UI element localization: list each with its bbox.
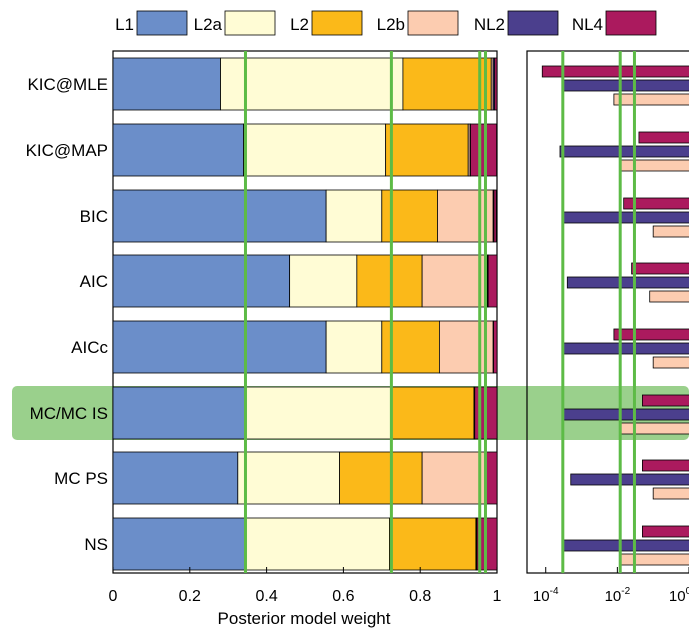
bar-segment-mc-ps-l1 — [113, 452, 238, 504]
right-bar-mc-mc-is-l2b — [620, 423, 689, 434]
bar-segment-kic-map-l2 — [386, 124, 469, 176]
bar-segment-mc-ps-l2b — [422, 452, 485, 504]
legend-label-l2a: L2a — [194, 15, 223, 34]
bar-segment-kic-map-l2a — [244, 124, 386, 176]
bar-segment-aic-nl4 — [488, 255, 497, 307]
bar-segment-kic-mle-l2a — [221, 58, 403, 110]
bar-segment-mc-mc-is-l2a — [245, 387, 391, 439]
category-label: MC PS — [54, 469, 108, 488]
right-bar-aic-nl2 — [567, 277, 689, 288]
bar-segment-kic-map-nl4 — [471, 124, 497, 176]
x-tick-label: 0 — [109, 588, 118, 605]
legend-label-l2b: L2b — [377, 15, 405, 34]
right-bar-kic-map-l2b — [620, 160, 689, 171]
right-bar-aic-l2b — [650, 291, 689, 302]
bar-segment-aicc-l2a — [326, 321, 382, 373]
bar-segment-mc-ps-l2a — [238, 452, 340, 504]
right-tick-label: 10-4 — [533, 586, 559, 605]
category-label: BIC — [80, 207, 108, 226]
x-tick-label: 0.4 — [255, 588, 277, 605]
bar-segment-bic-nl4 — [494, 190, 496, 242]
x-tick-label: 0.2 — [179, 588, 201, 605]
bar-segment-aicc-nl4 — [494, 321, 497, 373]
right-bar-mc-mc-is-nl4 — [642, 395, 689, 406]
x-tick-label: 0.8 — [409, 588, 431, 605]
bar-segment-aic-l2 — [357, 255, 422, 307]
legend: L1 L2a L2 L2b NL2 NL4 — [115, 11, 656, 35]
legend-swatch-l2a — [225, 11, 275, 35]
bar-segment-bic-l1 — [113, 190, 326, 242]
category-labels: KIC@MLE KIC@MAP BIC AIC AICc MC/MC IS MC PS NS — [26, 75, 109, 554]
right-tick-label: 100 — [669, 586, 689, 605]
bar-segment-aicc-l1 — [113, 321, 326, 373]
right-bar-ns-l2b — [620, 554, 689, 565]
bar-segment-ns-l2 — [389, 518, 475, 570]
right-bar-ns-nl4 — [642, 526, 689, 537]
right-bar-aicc-nl2 — [563, 343, 689, 354]
right-bar-aicc-nl4 — [614, 329, 689, 340]
category-label: MC/MC IS — [30, 404, 108, 423]
bar-segment-aic-l2b — [422, 255, 487, 307]
category-label: NS — [84, 535, 108, 554]
x-tick-label: 1 — [493, 588, 502, 605]
legend-label-l1: L1 — [115, 15, 134, 34]
x-tick-label: 0.6 — [332, 588, 354, 605]
bar-segment-bic-l2a — [326, 190, 382, 242]
bar-segment-mc-ps-l2 — [340, 452, 423, 504]
right-bar-kic-map-nl2 — [560, 146, 689, 157]
right-bar-kic-mle-nl2 — [563, 80, 689, 91]
bar-segment-aic-l1 — [113, 255, 290, 307]
left-panel: 0 0.2 0.4 0.6 0.8 1 — [109, 51, 502, 605]
bar-segment-kic-mle-l1 — [113, 58, 221, 110]
bar-segment-kic-mle-l2 — [403, 58, 491, 110]
legend-swatch-nl2 — [508, 11, 558, 35]
right-bar-bic-l2b — [653, 226, 689, 237]
right-bar-mc-mc-is-nl2 — [563, 409, 689, 420]
right-bar-aicc-l2b — [653, 357, 689, 368]
category-label: KIC@MAP — [26, 141, 108, 160]
legend-label-l2: L2 — [290, 15, 309, 34]
category-label: KIC@MLE — [27, 75, 108, 94]
legend-swatch-nl4 — [606, 11, 656, 35]
right-bar-mc-ps-nl2 — [571, 474, 689, 485]
category-label: AIC — [80, 272, 108, 291]
right-panel: 10-4 10-2 100 — [527, 51, 689, 605]
right-bar-aic-nl4 — [632, 263, 689, 274]
legend-swatch-l1 — [137, 11, 187, 35]
right-bar-kic-map-nl4 — [639, 132, 689, 143]
x-axis-label: Posterior model weight — [218, 609, 391, 628]
bar-segment-aic-l2a — [290, 255, 357, 307]
right-bar-mc-ps-nl4 — [642, 460, 689, 471]
right-bar-mc-ps-l2b — [653, 488, 689, 499]
legend-swatch-l2b — [408, 11, 458, 35]
bar-segment-mc-mc-is-l1 — [113, 387, 245, 439]
right-bar-ns-nl2 — [563, 540, 689, 551]
bar-segment-ns-l2a — [245, 518, 389, 570]
right-bar-kic-mle-l2b — [614, 94, 689, 105]
legend-label-nl2: NL2 — [474, 15, 505, 34]
right-bar-bic-nl2 — [563, 212, 689, 223]
legend-label-nl4: NL4 — [572, 15, 603, 34]
bar-segment-mc-mc-is-l2 — [391, 387, 474, 439]
category-label: AICc — [71, 338, 108, 357]
bar-segment-kic-mle-nl4 — [495, 58, 497, 110]
bar-segment-mc-ps-nl4 — [486, 452, 497, 504]
legend-swatch-l2 — [312, 11, 362, 35]
bar-segment-ns-l1 — [113, 518, 245, 570]
right-tick-label: 10-2 — [605, 586, 631, 605]
bar-segment-kic-map-l1 — [113, 124, 244, 176]
